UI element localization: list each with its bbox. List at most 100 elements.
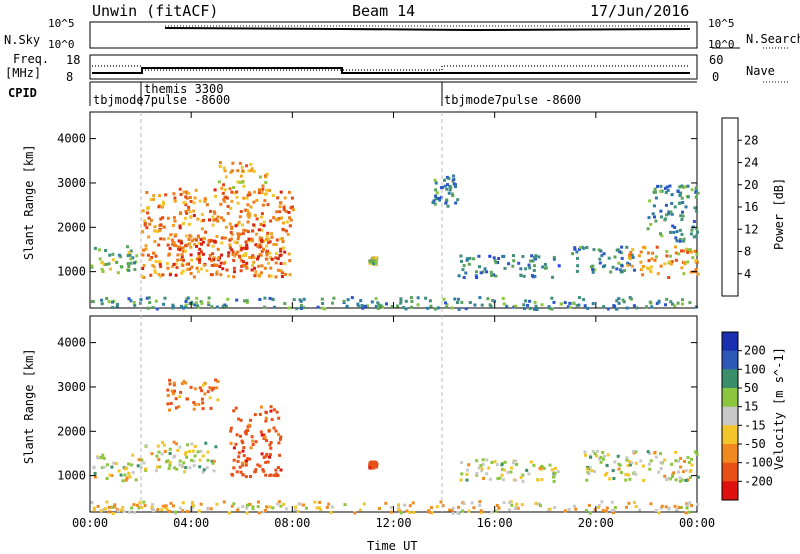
scatter-cell xyxy=(669,230,672,234)
scatter-cell xyxy=(99,509,103,513)
scatter-cell xyxy=(204,441,208,445)
scatter-cell xyxy=(143,223,147,227)
scatter-cell xyxy=(265,439,269,443)
scatter-cell xyxy=(198,199,202,203)
scatter-cell xyxy=(164,193,168,197)
scatter-cell xyxy=(269,473,273,477)
scatter-cell xyxy=(487,466,491,470)
scatter-cell xyxy=(228,246,232,250)
scatter-cell xyxy=(493,460,497,464)
scatter-cell xyxy=(212,459,216,463)
scatter-cell xyxy=(615,248,619,252)
scatter-cell xyxy=(584,453,587,457)
scatter-cell xyxy=(667,212,671,216)
scatter-cell xyxy=(460,300,464,304)
scatter-cell xyxy=(332,296,336,300)
scatter-cell xyxy=(474,274,478,278)
scatter-cell xyxy=(141,230,145,234)
scatter-cell xyxy=(206,390,210,394)
scatter-cell xyxy=(196,304,200,308)
scatter-cell xyxy=(240,247,244,250)
scatter-cell xyxy=(236,237,240,241)
scatter-cell xyxy=(678,201,682,205)
scatter-cell xyxy=(175,266,179,270)
scatter-cell xyxy=(147,216,151,220)
scatter-cell xyxy=(198,465,202,469)
scatter-cell xyxy=(239,269,243,273)
scatter-cell xyxy=(593,452,597,456)
scatter-cell xyxy=(540,478,544,481)
scatter-cell xyxy=(119,255,123,259)
scatter-cell xyxy=(127,251,131,254)
scatter-cell xyxy=(132,300,136,304)
scatter-cell xyxy=(613,304,617,308)
scatter-cell xyxy=(201,401,205,405)
scatter-cell xyxy=(142,275,146,279)
scatter-cell xyxy=(168,378,172,382)
scatter-cell xyxy=(680,232,684,236)
scatter-cell xyxy=(659,184,663,188)
scatter-cell xyxy=(279,201,283,205)
scatter-cell xyxy=(693,206,697,210)
scatter-cell xyxy=(528,266,532,270)
scatter-cell xyxy=(214,445,218,449)
scatter-cell xyxy=(226,212,230,215)
scatter-cell xyxy=(249,418,252,422)
scatter-cell xyxy=(241,169,245,173)
scatter-cell xyxy=(210,259,214,263)
scatter-cell xyxy=(679,191,683,195)
scatter-cell xyxy=(260,452,264,456)
power-colorbar-tick-label: 28 xyxy=(744,133,758,147)
scatter-cell xyxy=(445,305,448,309)
scatter-cell xyxy=(123,467,127,471)
scatter-cell xyxy=(223,169,227,173)
scatter-cell xyxy=(256,257,260,261)
scatter-cell xyxy=(268,274,272,278)
scatter-cell xyxy=(198,458,202,462)
scatter-cell xyxy=(502,302,506,306)
scatter-cell xyxy=(279,247,283,251)
scatter-cell xyxy=(479,464,483,468)
scatter-cell xyxy=(126,254,130,258)
scatter-cell xyxy=(304,506,308,510)
scatter-cell xyxy=(596,449,600,453)
scatter-cell xyxy=(379,304,383,308)
scatter-cell xyxy=(435,191,439,195)
scatter-cell xyxy=(670,260,674,264)
scatter-cell xyxy=(251,239,255,243)
scatter-cell xyxy=(538,502,541,506)
scatter-cell xyxy=(227,251,231,255)
scatter-cell xyxy=(201,407,205,411)
scatter-cell xyxy=(451,506,455,510)
scatter-cell xyxy=(219,273,223,277)
scatter-cell xyxy=(245,243,249,247)
scatter-cell xyxy=(188,267,192,271)
scatter-cell xyxy=(186,510,189,513)
scatter-cell xyxy=(98,456,102,460)
scatter-cell xyxy=(695,227,699,231)
scatter-cell xyxy=(599,460,603,464)
scatter-cell xyxy=(483,267,487,271)
scatter-cell xyxy=(206,243,210,247)
scatter-cell xyxy=(582,298,586,302)
scatter-cell xyxy=(619,270,623,274)
scatter-cell xyxy=(674,450,678,454)
scatter-cell xyxy=(629,251,633,254)
scatter-cell xyxy=(593,268,597,272)
nsky-rtick-top: 10^5 xyxy=(708,17,735,30)
scatter-cell xyxy=(196,306,200,310)
scatter-cell xyxy=(269,219,273,223)
scatter-cell xyxy=(193,303,197,307)
scatter-cell xyxy=(243,254,247,257)
scatter-cell xyxy=(162,202,166,206)
scatter-cell xyxy=(376,301,380,305)
scatter-cell xyxy=(664,505,668,509)
scatter-cell xyxy=(268,443,272,447)
scatter-cell xyxy=(112,461,116,465)
scatter-cell xyxy=(327,502,331,506)
nsky-trace xyxy=(164,27,691,32)
scatter-cell xyxy=(232,446,236,450)
scatter-cell xyxy=(533,274,537,278)
scatter-cell xyxy=(246,425,250,429)
scatter-cell xyxy=(212,256,216,260)
